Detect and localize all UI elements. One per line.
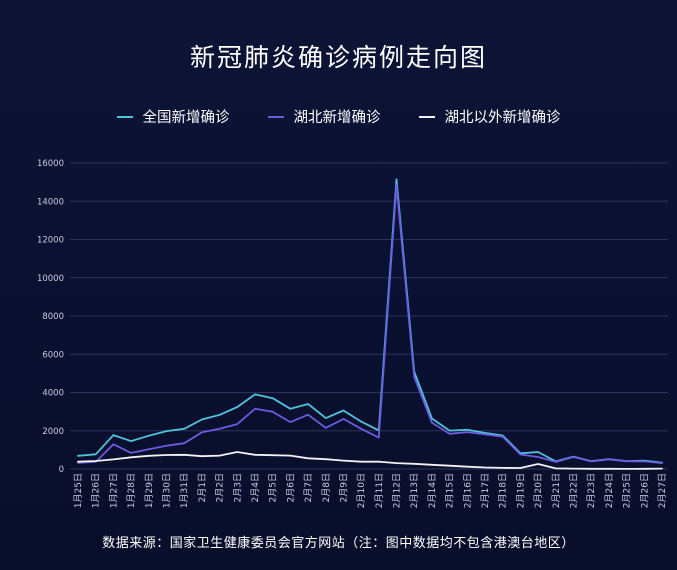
legend: 全国新增确诊 湖北新增确诊 湖北以外新增确诊 — [0, 106, 677, 127]
y-tick-label: 4000 — [42, 389, 64, 399]
x-tick-label: 1月31日 — [179, 473, 190, 508]
x-tick-label: 1月27日 — [108, 473, 119, 508]
legend-swatch-national — [116, 115, 133, 118]
y-tick-label: 10000 — [37, 274, 64, 284]
x-tick-label: 2月7日 — [303, 473, 314, 502]
y-tick-label: 14000 — [37, 197, 64, 207]
x-tick-label: 2月20日 — [533, 473, 544, 508]
legend-item-hubei: 湖北新增确诊 — [267, 106, 381, 127]
x-tick-label: 2月24日 — [604, 473, 615, 508]
legend-swatch-hubei — [267, 115, 284, 118]
legend-label-national: 全国新增确诊 — [142, 110, 230, 126]
x-tick-label: 2月14日 — [427, 473, 438, 508]
legend-item-outside-hubei: 湖北以外新增确诊 — [418, 106, 561, 127]
data-source-note: 数据来源：国家卫生健康委员会官方网站（注：图中数据均不包含港澳台地区） — [102, 536, 575, 551]
x-tick-label: 2月1日 — [197, 473, 208, 502]
x-tick-label: 2月16日 — [462, 473, 473, 508]
x-tick-label: 2月6日 — [285, 473, 296, 502]
x-tick-label: 2月21日 — [551, 473, 562, 508]
x-tick-label: 2月9日 — [338, 473, 349, 502]
y-tick-label: 0 — [59, 465, 64, 475]
x-tick-label: 1月29日 — [144, 473, 155, 508]
x-tick-label: 2月12日 — [392, 473, 403, 508]
chart-title: 新冠肺炎确诊病例走向图 — [189, 43, 487, 72]
x-tick-label: 2月19日 — [515, 473, 526, 508]
x-tick-label: 2月26日 — [639, 473, 650, 508]
y-tick-label: 2000 — [42, 427, 64, 437]
legend-label-hubei: 湖北新增确诊 — [293, 110, 381, 126]
y-tick-label: 6000 — [42, 350, 64, 360]
x-tick-label: 2月27日 — [657, 473, 668, 508]
x-tick-label: 1月28日 — [126, 473, 137, 508]
x-tick-label: 2月25日 — [622, 473, 633, 508]
x-tick-label: 2月13日 — [409, 473, 420, 508]
x-tick-label: 2月3日 — [232, 473, 243, 502]
x-tick-label: 2月18日 — [498, 473, 509, 508]
x-tick-label: 2月10日 — [356, 473, 367, 508]
y-tick-label: 12000 — [37, 236, 64, 246]
x-tick-label: 1月30日 — [161, 473, 172, 508]
legend-label-outside-hubei: 湖北以外新增确诊 — [444, 110, 561, 126]
x-tick-label: 1月26日 — [91, 473, 102, 508]
x-tick-label: 2月23日 — [586, 473, 597, 508]
series-line-national — [77, 178, 663, 464]
y-tick-label: 16000 — [37, 159, 64, 169]
series-line-hubei — [77, 184, 663, 465]
series-line-outside-hubei — [77, 451, 663, 470]
x-tick-label: 2月15日 — [445, 473, 456, 508]
x-tick-label: 2月22日 — [569, 473, 580, 508]
x-tick-label: 2月17日 — [480, 473, 491, 508]
x-tick-label: 2月2日 — [215, 473, 226, 502]
x-tick-label: 2月4日 — [250, 473, 261, 502]
x-tick-label: 2月5日 — [268, 473, 279, 502]
y-tick-label: 8000 — [42, 312, 64, 322]
x-tick-label: 2月11日 — [374, 473, 385, 508]
legend-item-national: 全国新增确诊 — [116, 106, 230, 127]
legend-swatch-outside-hubei — [418, 115, 435, 118]
x-tick-label: 1月25日 — [73, 473, 84, 508]
x-tick-label: 2月8日 — [321, 473, 332, 502]
